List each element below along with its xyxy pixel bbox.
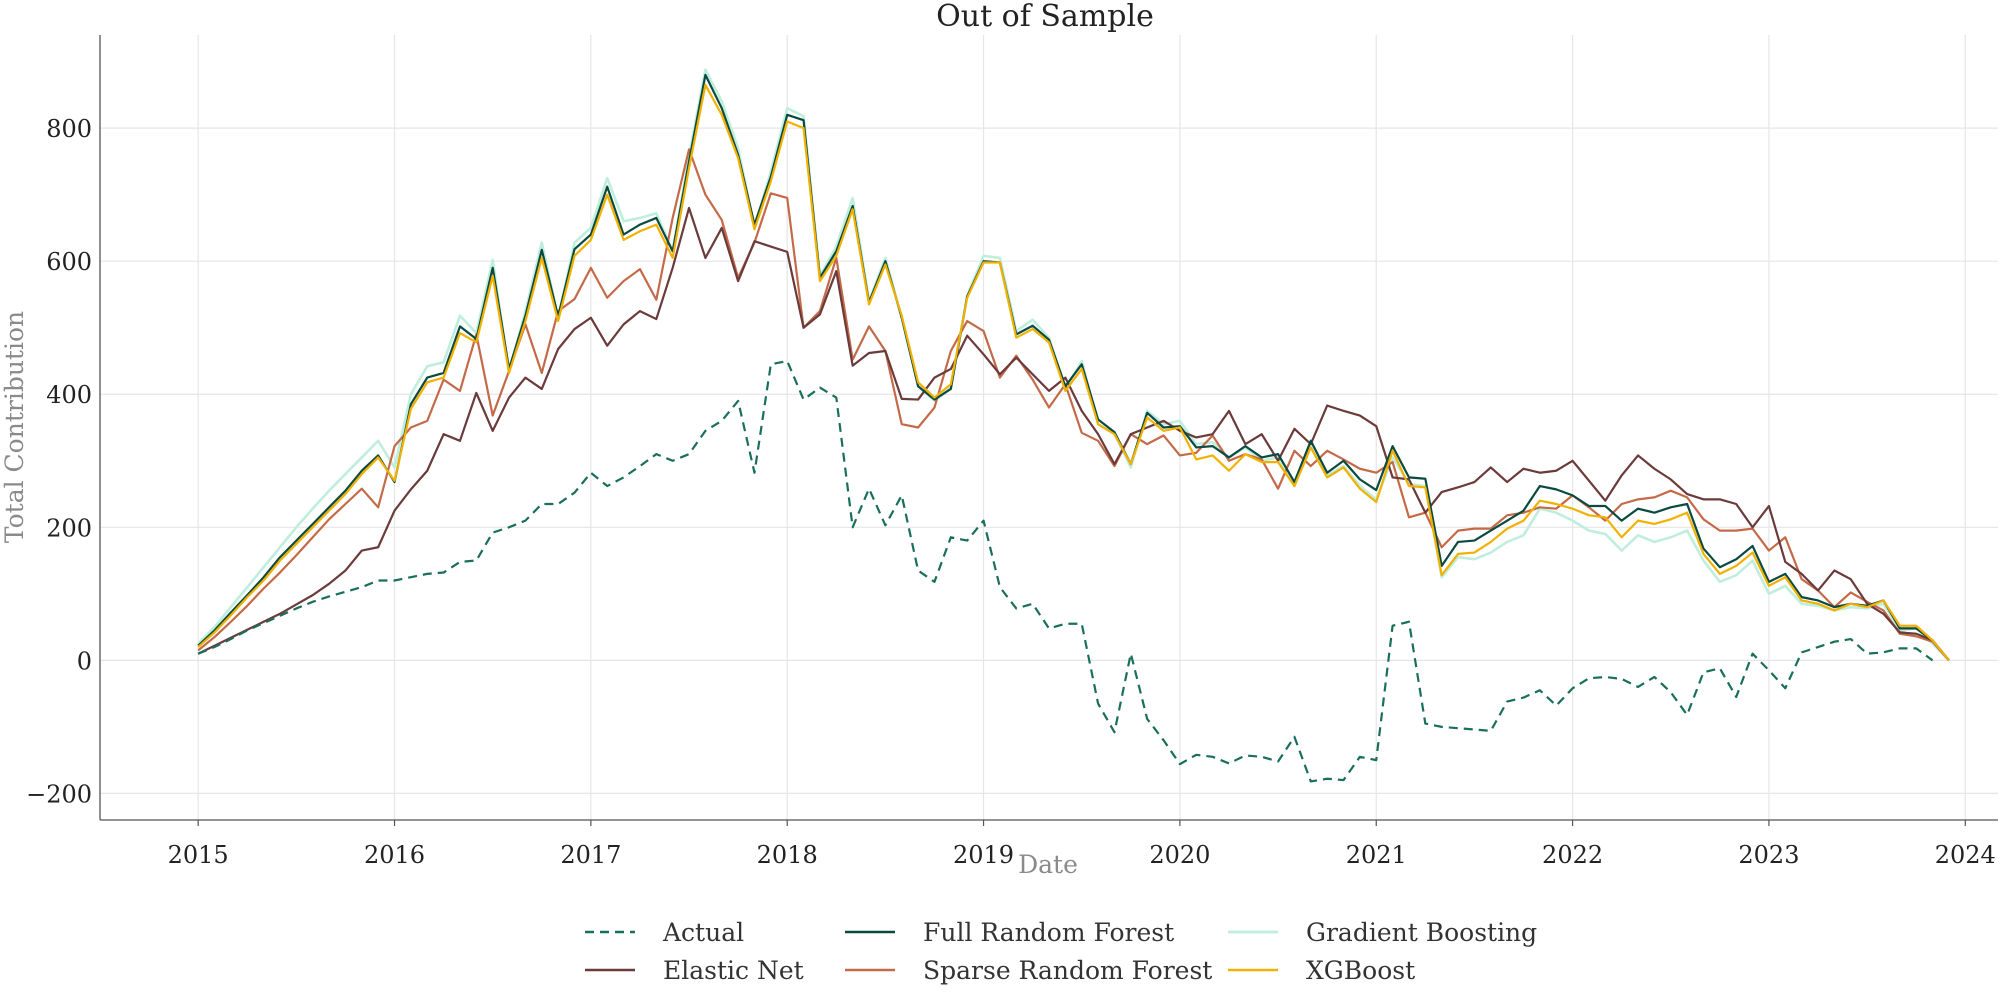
x-tick-label: 2022 (1542, 841, 1603, 869)
x-tick-label: 2017 (560, 841, 621, 869)
y-tick-label: 600 (46, 248, 92, 276)
x-tick-label: 2019 (953, 841, 1014, 869)
x-axis-title: Date (1018, 850, 1078, 879)
series-line-xgboost (197, 83, 1950, 662)
y-tick-label: −200 (26, 780, 92, 808)
legend-label-gradient-boosting: Gradient Boosting (1306, 918, 1537, 947)
y-tick-label: 400 (46, 381, 92, 409)
x-tick-label: 2018 (757, 841, 818, 869)
y-tick-label: 0 (77, 647, 92, 675)
chart-title: Out of Sample (936, 0, 1154, 34)
x-tick-label: 2023 (1738, 841, 1799, 869)
legend-label-elastic-net: Elastic Net (663, 956, 804, 985)
series-line-actual (197, 359, 1934, 783)
legend: Actual Elastic Net Full Random Forest Spars… (585, 918, 1537, 985)
x-tick-label: 2024 (1935, 841, 1996, 869)
x-tick-label: 2015 (168, 841, 229, 869)
legend-label-full-random-forest: Full Random Forest (923, 918, 1174, 947)
series-line-elastic-net (197, 206, 1950, 662)
y-axis-title: Total Contribution (0, 311, 29, 543)
series-line-gradient-boosting (197, 68, 1950, 662)
series-line-full-random-forest (197, 73, 1950, 662)
axes-layer (99, 35, 1998, 826)
x-tick-label: 2016 (364, 841, 425, 869)
y-tick-label: 200 (46, 514, 92, 542)
legend-label-actual: Actual (662, 918, 744, 947)
y-tick-label: 800 (46, 115, 92, 143)
series-line-sparse-random-forest (197, 148, 1950, 662)
legend-label-xgboost: XGBoost (1306, 956, 1415, 985)
grid-layer (100, 35, 1998, 820)
tick-labels: 2015 2016 2017 2018 2019 2020 2021 2022 2023 2024… (26, 115, 1996, 869)
legend-label-sparse-random-forest: Sparse Random Forest (923, 956, 1212, 985)
x-tick-label: 2021 (1346, 841, 1407, 869)
x-tick-label: 2020 (1149, 841, 1210, 869)
series-layer (197, 68, 1950, 783)
